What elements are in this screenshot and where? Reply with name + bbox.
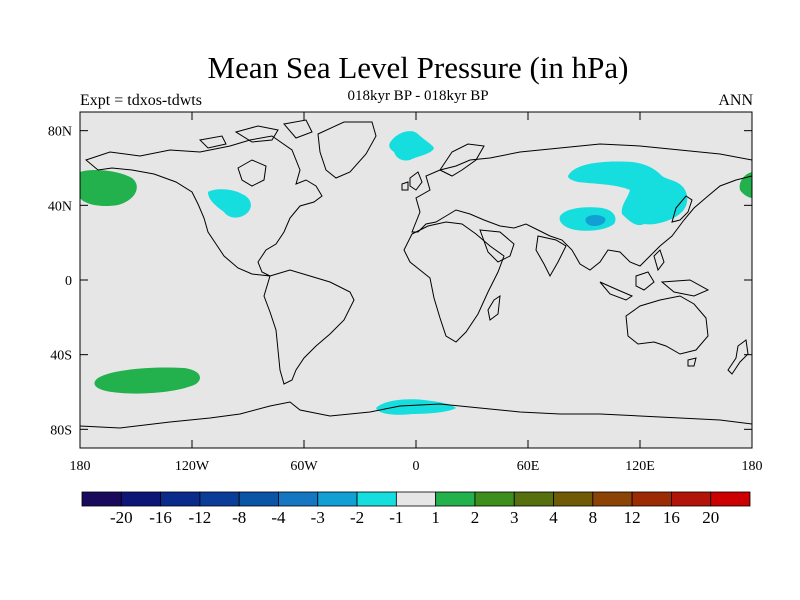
arabia-coastline xyxy=(479,229,515,263)
colorbar-label: -12 xyxy=(189,508,212,527)
colorbar-swatch xyxy=(553,491,594,507)
colorbar-label: -4 xyxy=(271,508,286,527)
lon-tick-label: 180 xyxy=(70,459,91,474)
lon-tick-label: 60W xyxy=(290,459,318,474)
lat-tick-label: 80N xyxy=(48,125,72,140)
lon-tick-label: 0 xyxy=(413,459,420,474)
lat-tick-label: 80S xyxy=(50,423,72,438)
south-pacific-positive-region xyxy=(94,367,200,394)
antarctica-coastline xyxy=(80,401,752,429)
madagascar-coastline xyxy=(487,294,501,321)
lon-tick-label: 180 xyxy=(742,459,763,474)
scandinavia-coastline xyxy=(439,143,485,177)
siberia-negative-region xyxy=(568,161,688,226)
colorbar-label: -8 xyxy=(232,508,246,527)
colorbar-label: 3 xyxy=(510,508,519,527)
experiment-label: Expt = tdxos-tdwts xyxy=(80,92,202,109)
lon-tick-label: 120E xyxy=(625,459,655,474)
colorbar-label: -3 xyxy=(311,508,325,527)
colorbar-label: -2 xyxy=(350,508,364,527)
map-subtitle: 018kyr BP - 018kyr BP xyxy=(347,88,489,104)
africa-coastline xyxy=(403,221,505,343)
tasmania-coastline xyxy=(687,357,697,367)
map-background xyxy=(80,112,752,448)
colorbar: -20 -16 -12 -8 -4 -3 -2 -1 1 2 3 4 8 12 16 20 xyxy=(81,491,751,527)
colorbar-swatch xyxy=(395,491,437,507)
japan-coastline xyxy=(671,195,693,223)
latitude-axis: 80N 40N 0 40S 80S xyxy=(48,125,752,438)
colorbar-swatch xyxy=(238,491,279,507)
arctic-islands-coastline xyxy=(198,119,313,149)
coastlines xyxy=(80,119,752,429)
british-isles-coastline xyxy=(401,171,423,191)
lat-tick-label: 40S xyxy=(50,349,72,364)
tibet-negative-core xyxy=(585,215,606,226)
lon-tick-label: 120W xyxy=(175,459,210,474)
colorbar-label: -20 xyxy=(110,508,133,527)
colorbar-swatch xyxy=(160,491,201,507)
colorbar-swatch xyxy=(317,491,358,507)
colorbar-swatch xyxy=(671,491,712,507)
new-zealand-coastline xyxy=(727,339,749,375)
colorbar-swatch xyxy=(474,491,515,507)
colorbar-label: 4 xyxy=(549,508,558,527)
colorbar-swatch xyxy=(710,491,751,507)
colorbar-label: 16 xyxy=(663,508,680,527)
southeast-asia-islands-coastline xyxy=(599,249,710,301)
australia-coastline xyxy=(625,295,709,355)
season-label: ANN xyxy=(718,92,753,109)
colorbar-swatch xyxy=(513,491,554,507)
lat-tick-label: 40N xyxy=(48,199,72,214)
southern-ocean-negative-region xyxy=(376,399,456,415)
eurasia-coastline xyxy=(411,143,752,271)
colorbar-label: -16 xyxy=(149,508,172,527)
hudson-bay-coastline xyxy=(237,159,267,187)
colorbar-swatch xyxy=(631,491,672,507)
colorbar-label: -1 xyxy=(389,508,403,527)
colorbar-swatch xyxy=(435,491,476,507)
colorbar-label: 2 xyxy=(471,508,480,527)
lat-tick-label: 0 xyxy=(65,274,72,289)
colorbar-swatch xyxy=(120,491,161,507)
colorbar-label: 20 xyxy=(702,508,719,527)
south-america-coastline xyxy=(263,269,355,385)
map-title: Mean Sea Level Pressure (in hPa) xyxy=(207,50,629,85)
colorbar-swatch xyxy=(199,491,240,507)
lon-tick-label: 60E xyxy=(517,459,540,474)
colorbar-swatch xyxy=(592,491,633,507)
greenland-coastline xyxy=(317,121,377,179)
colorbar-label: 8 xyxy=(589,508,598,527)
colorbar-swatch xyxy=(278,491,319,507)
north-america-coastline xyxy=(84,135,323,277)
colorbar-label: 1 xyxy=(431,508,440,527)
north-pacific-positive-region xyxy=(80,170,137,207)
colorbar-swatch xyxy=(356,491,397,507)
india-coastline xyxy=(535,235,567,278)
colorbar-swatch xyxy=(81,491,122,507)
greenland-negative-region xyxy=(389,131,434,161)
north-america-negative-region xyxy=(208,189,251,218)
anomaly-regions xyxy=(80,131,752,415)
longitude-axis: 180 120W 60W 0 60E 120E 180 xyxy=(70,112,763,474)
colorbar-label: 12 xyxy=(624,508,641,527)
